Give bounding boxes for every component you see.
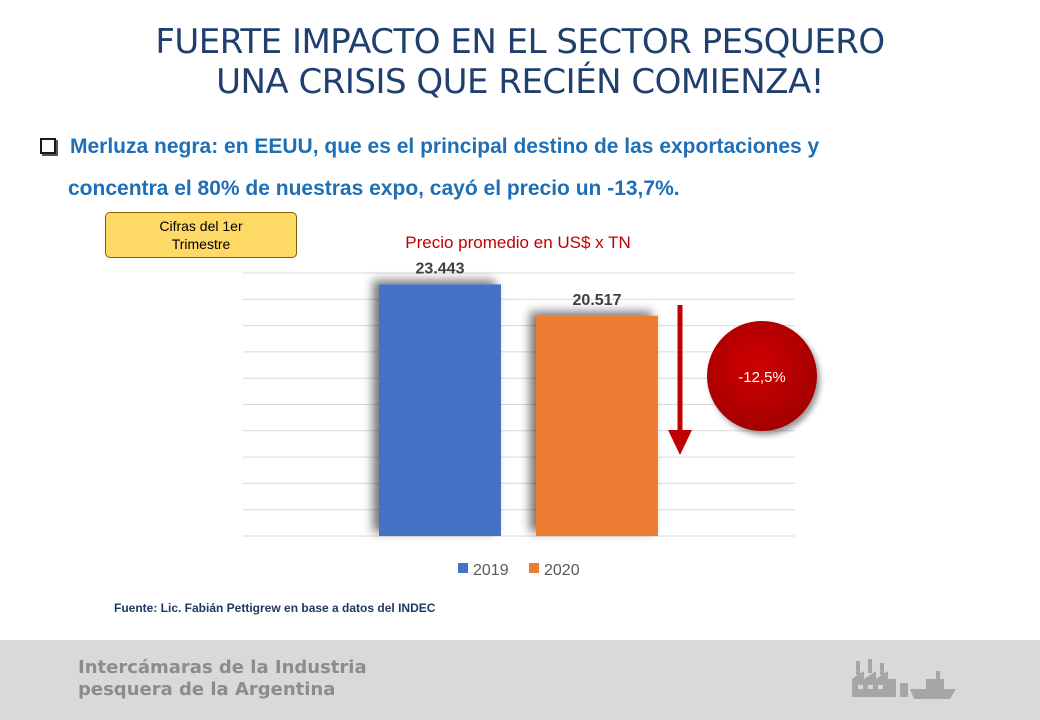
down-arrow-icon — [668, 430, 692, 455]
chart-value-labels: 23.443 20.517 — [416, 260, 622, 308]
bullet-line-1: Merluza negra: en EEUU, que es el princi… — [40, 126, 1000, 168]
legend-swatch-2019 — [458, 563, 468, 573]
legend-swatch-2020 — [529, 563, 539, 573]
chart-title: Precio promedio en US$ x TN — [405, 233, 631, 252]
bullet-text: Merluza negra: en EEUU, que es el princi… — [40, 126, 1000, 210]
change-badge-circle — [707, 321, 817, 431]
bullet-line-1-text: Merluza negra: en EEUU, que es el princi… — [70, 135, 820, 158]
value-label-2019: 23.443 — [416, 260, 465, 277]
title-line-2: UNA CRISIS QUE RECIÉN COMIENZA! — [216, 62, 824, 102]
bullet-line-2: concentra el 80% de nuestras expo, cayó … — [68, 177, 680, 200]
bar-2019 — [379, 284, 501, 536]
slide-title: FUERTE IMPACTO EN EL SECTOR PESQUERO UNA… — [0, 22, 1040, 102]
title-line-1: FUERTE IMPACTO EN EL SECTOR PESQUERO — [155, 22, 885, 62]
value-label-2020: 20.517 — [573, 292, 622, 309]
change-annotation: -12,5% — [668, 305, 817, 455]
chart-legend: 2019 2020 — [458, 562, 580, 579]
footer-line-1: Intercámaras de la Industria — [78, 657, 367, 678]
change-badge-text: -12,5% — [738, 369, 786, 386]
price-bar-chart: Precio promedio en US$ x TN 23.443 20.517… — [243, 233, 817, 579]
bar-2020 — [536, 315, 658, 536]
chart-gridlines — [243, 272, 795, 537]
period-badge-text: Cifras del 1er Trimestre — [159, 218, 243, 252]
checkbox-bullet-icon — [40, 138, 56, 154]
legend-label-2019: 2019 — [473, 562, 509, 579]
chart-bars — [379, 284, 658, 536]
factory-and-ship-icon — [852, 659, 956, 699]
legend-label-2020: 2020 — [544, 562, 580, 579]
source-note: Fuente: Lic. Fabián Pettigrew en base a … — [114, 601, 436, 615]
period-badge: Cifras del 1er Trimestre — [105, 212, 297, 258]
footer-org-name: Intercámaras de la Industria pesquera de… — [78, 657, 367, 701]
footer-line-2: pesquera de la Argentina — [78, 679, 336, 700]
